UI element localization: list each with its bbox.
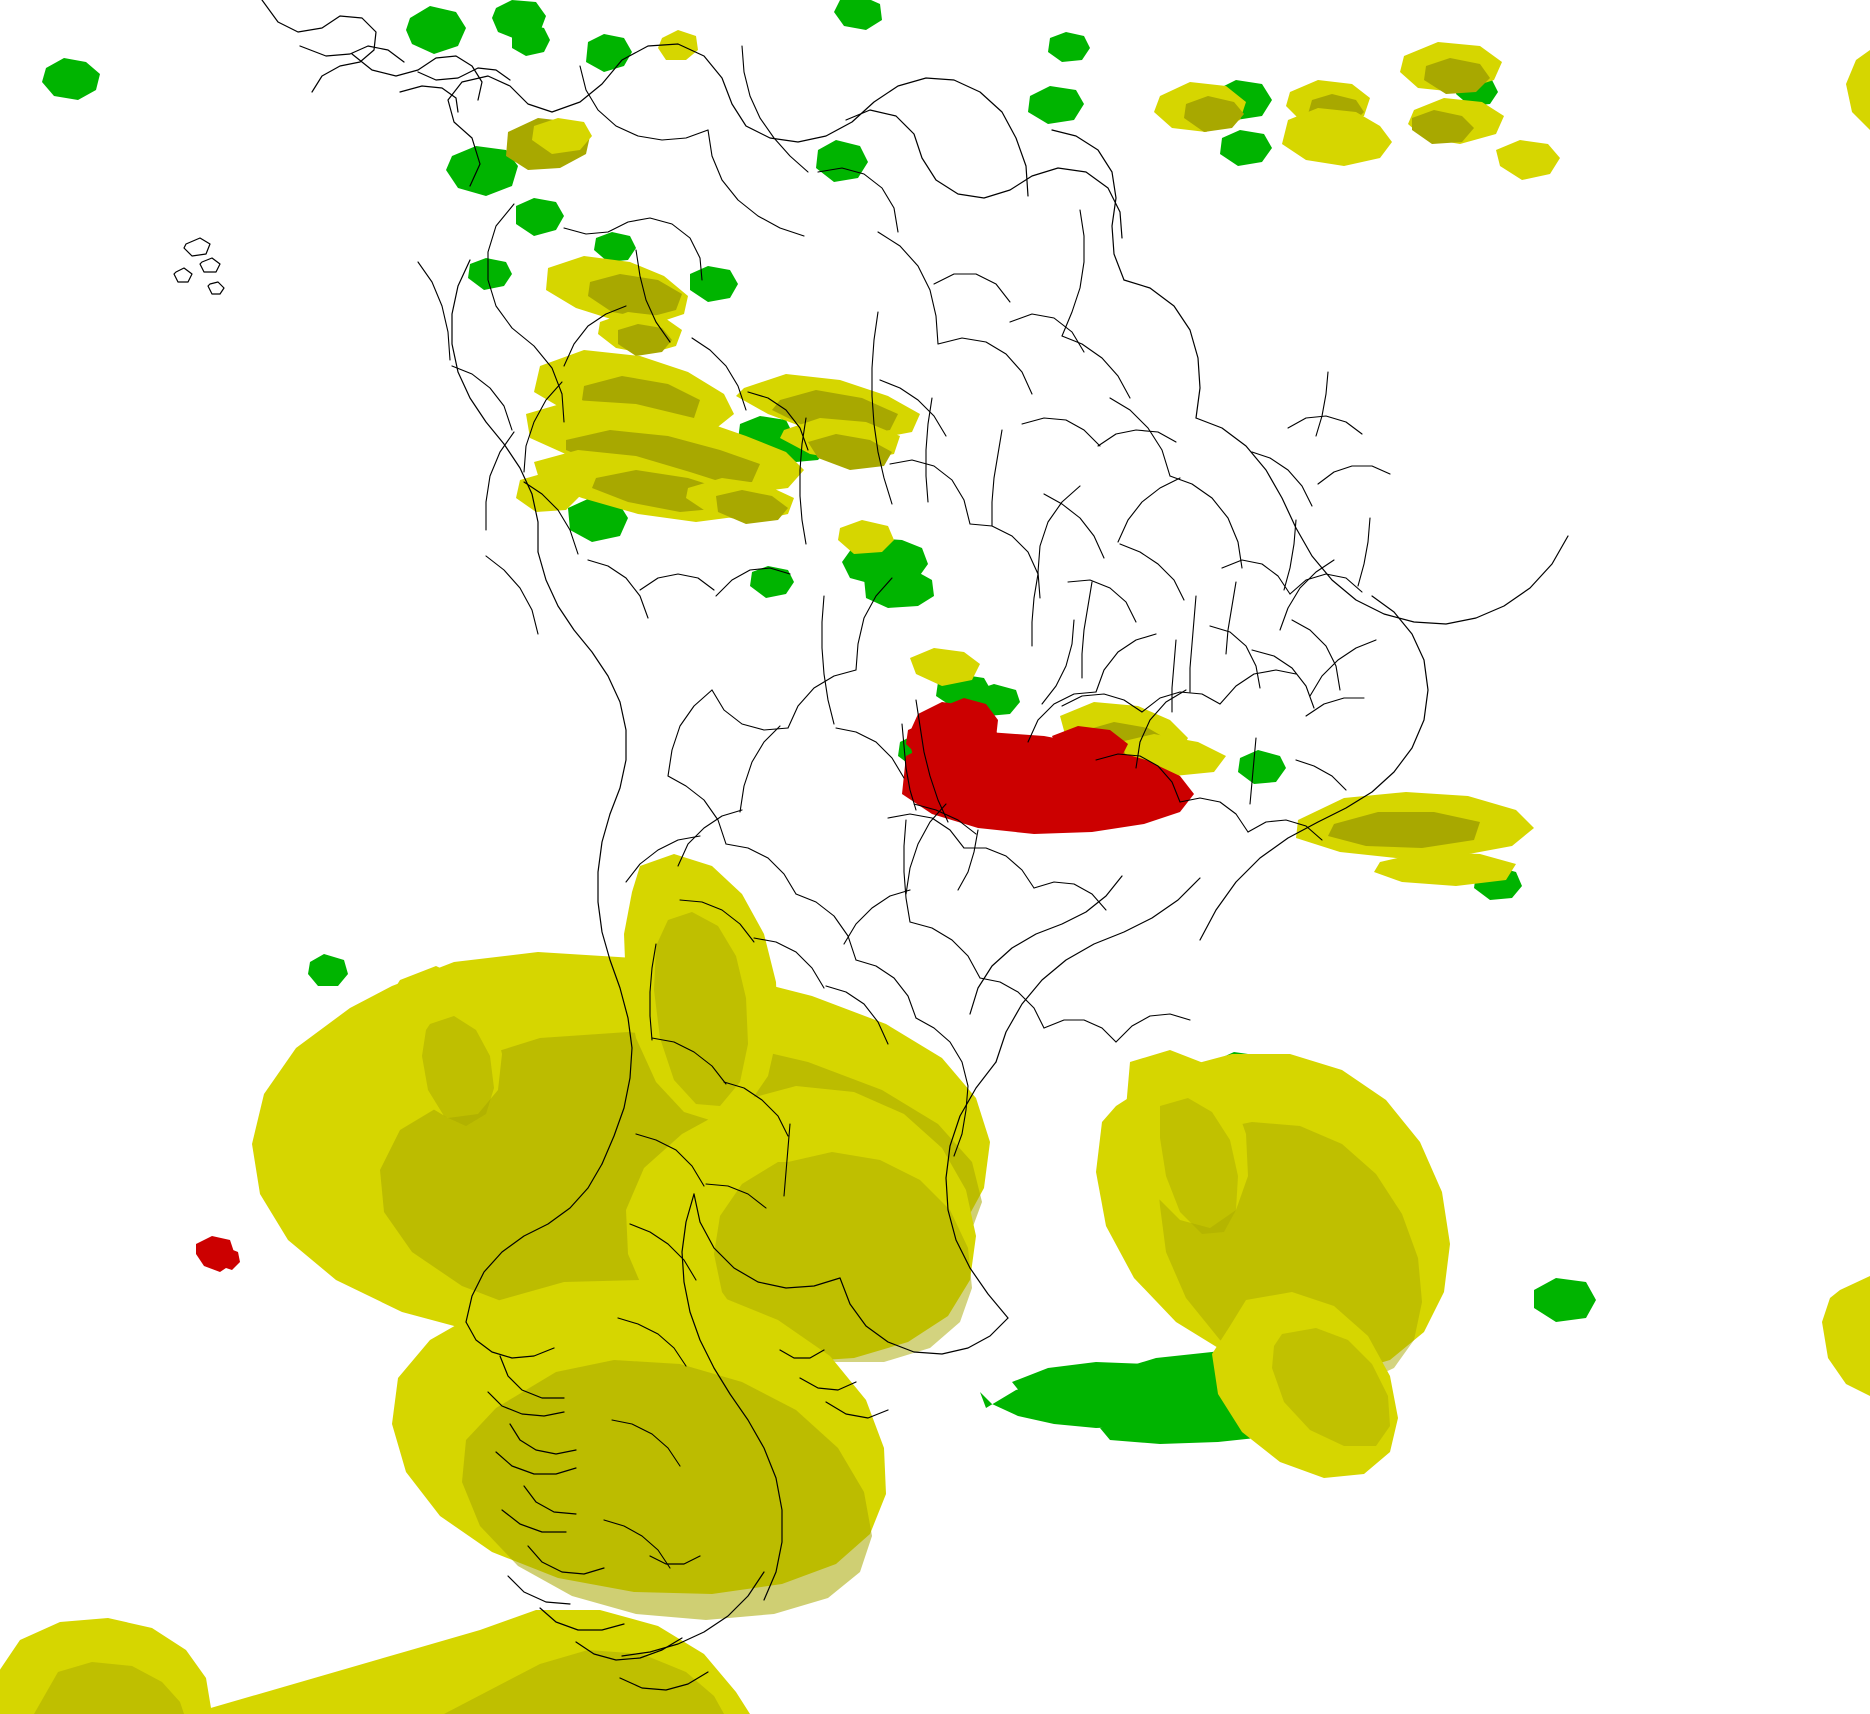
data-layer-yellow [0, 30, 1870, 1714]
data-layer-red [196, 698, 1194, 1272]
basemap-borders [173, 0, 1569, 1691]
